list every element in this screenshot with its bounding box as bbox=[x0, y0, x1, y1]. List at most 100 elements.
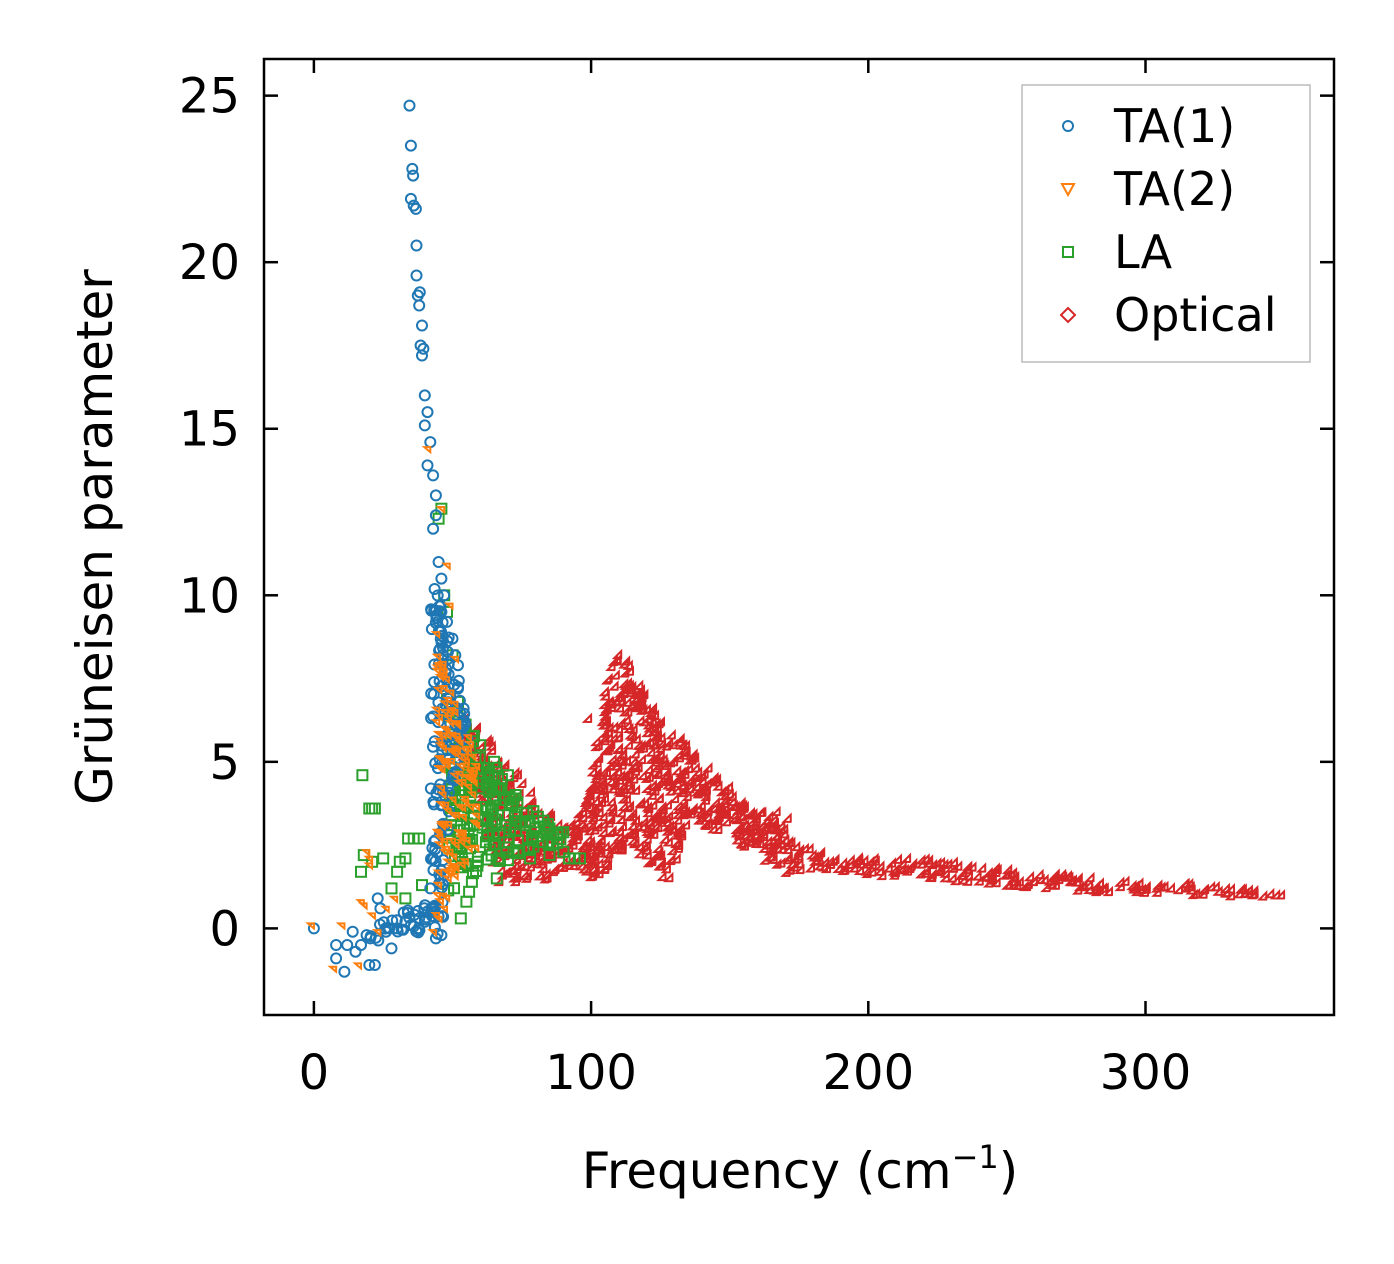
ta-1--point bbox=[427, 469, 440, 482]
optical-point bbox=[793, 857, 804, 869]
optical-point bbox=[792, 850, 804, 861]
optical-point bbox=[934, 856, 946, 868]
ta-1--point bbox=[368, 959, 381, 971]
ta-2--point bbox=[363, 855, 374, 864]
la-point bbox=[507, 792, 520, 805]
ta-2--point bbox=[433, 713, 444, 723]
ta-2--point bbox=[436, 791, 447, 800]
ta-2--point bbox=[458, 753, 469, 762]
y-tick-label: 5 bbox=[209, 735, 240, 791]
ta-2--point bbox=[448, 873, 459, 882]
optical-point bbox=[1219, 882, 1231, 894]
ta-2--point bbox=[430, 631, 441, 640]
optical-point bbox=[869, 855, 880, 866]
ta-2--point bbox=[438, 905, 449, 914]
optical-point bbox=[1128, 881, 1139, 892]
optical-point bbox=[595, 847, 606, 858]
optical-point bbox=[658, 833, 670, 844]
ta-1--point bbox=[404, 192, 417, 205]
optical-point bbox=[499, 758, 510, 770]
ta-2--point bbox=[421, 446, 432, 455]
optical-point bbox=[712, 814, 723, 825]
optical-point bbox=[620, 793, 631, 804]
y-tick-label: 0 bbox=[209, 901, 240, 957]
la-point bbox=[463, 885, 476, 898]
optical-point bbox=[712, 780, 723, 791]
x-tick-label: 200 bbox=[822, 1045, 914, 1101]
x-axis-label: Frequency (cm−1) bbox=[582, 1138, 1019, 1200]
ta-2--point bbox=[439, 762, 450, 771]
optical-point bbox=[616, 839, 627, 850]
la-point bbox=[460, 895, 473, 908]
ta-2--point bbox=[371, 929, 382, 938]
optical-point bbox=[520, 872, 532, 883]
optical-point bbox=[622, 739, 633, 750]
legend-diamond-icon bbox=[1059, 306, 1077, 324]
ta-2--point bbox=[379, 905, 390, 914]
ta-2--point bbox=[431, 892, 441, 901]
optical-point bbox=[674, 732, 685, 744]
ta-1--point bbox=[371, 892, 384, 905]
ta-2--point bbox=[468, 819, 479, 828]
optical-point bbox=[750, 823, 761, 834]
optical-point bbox=[640, 703, 651, 714]
optical-point bbox=[611, 731, 623, 743]
optical-point bbox=[1182, 877, 1194, 889]
optical-point bbox=[1209, 880, 1220, 892]
optical-point bbox=[1093, 877, 1105, 888]
optical-point bbox=[643, 736, 655, 747]
optical-point bbox=[601, 859, 613, 871]
ta-2--point bbox=[470, 812, 481, 821]
la-point bbox=[399, 892, 412, 905]
optical-point bbox=[590, 735, 601, 747]
optical-point bbox=[617, 793, 628, 804]
series-optical bbox=[457, 648, 1286, 901]
ta-2--point bbox=[435, 506, 446, 515]
ta-1--point bbox=[391, 922, 404, 935]
optical-point bbox=[626, 730, 637, 741]
optical-point bbox=[1033, 868, 1044, 880]
optical-point bbox=[571, 833, 582, 845]
ta-1--point bbox=[429, 489, 442, 502]
optical-point bbox=[687, 748, 698, 759]
optical-point bbox=[935, 864, 946, 876]
optical-point bbox=[614, 842, 626, 854]
optical-point bbox=[728, 812, 739, 823]
ta-2--point bbox=[460, 758, 470, 767]
optical-point bbox=[537, 862, 548, 874]
optical-point bbox=[671, 814, 683, 825]
optical-point bbox=[1008, 870, 1020, 882]
optical-point bbox=[587, 759, 598, 770]
optical-point bbox=[629, 748, 640, 759]
ta-1--point bbox=[435, 572, 448, 585]
optical-point bbox=[612, 722, 624, 734]
optical-point bbox=[866, 866, 877, 877]
optical-point bbox=[642, 806, 653, 818]
optical-point bbox=[654, 749, 665, 760]
ta-1--point bbox=[431, 589, 444, 602]
optical-point bbox=[641, 726, 652, 738]
ta-1--point bbox=[421, 406, 434, 419]
optical-point bbox=[700, 790, 711, 802]
optical-point bbox=[946, 872, 957, 883]
optical-point bbox=[605, 660, 616, 672]
ta-1--point bbox=[349, 945, 362, 958]
optical-point bbox=[766, 821, 777, 833]
optical-point bbox=[686, 754, 697, 765]
ta-1--point bbox=[404, 919, 417, 932]
optical-point bbox=[759, 821, 771, 832]
optical-point bbox=[672, 800, 683, 811]
optical-point bbox=[604, 813, 616, 825]
optical-point bbox=[767, 817, 779, 829]
ta-2--point bbox=[357, 902, 368, 911]
la-point bbox=[515, 815, 528, 828]
optical-point bbox=[735, 837, 746, 848]
ta-1--point bbox=[452, 674, 465, 687]
ta-2--point bbox=[462, 845, 473, 854]
ta-2--point bbox=[440, 562, 451, 571]
optical-point bbox=[632, 761, 643, 773]
optical-point bbox=[1263, 887, 1275, 899]
ta-2--point bbox=[442, 697, 452, 706]
optical-point bbox=[734, 804, 746, 815]
